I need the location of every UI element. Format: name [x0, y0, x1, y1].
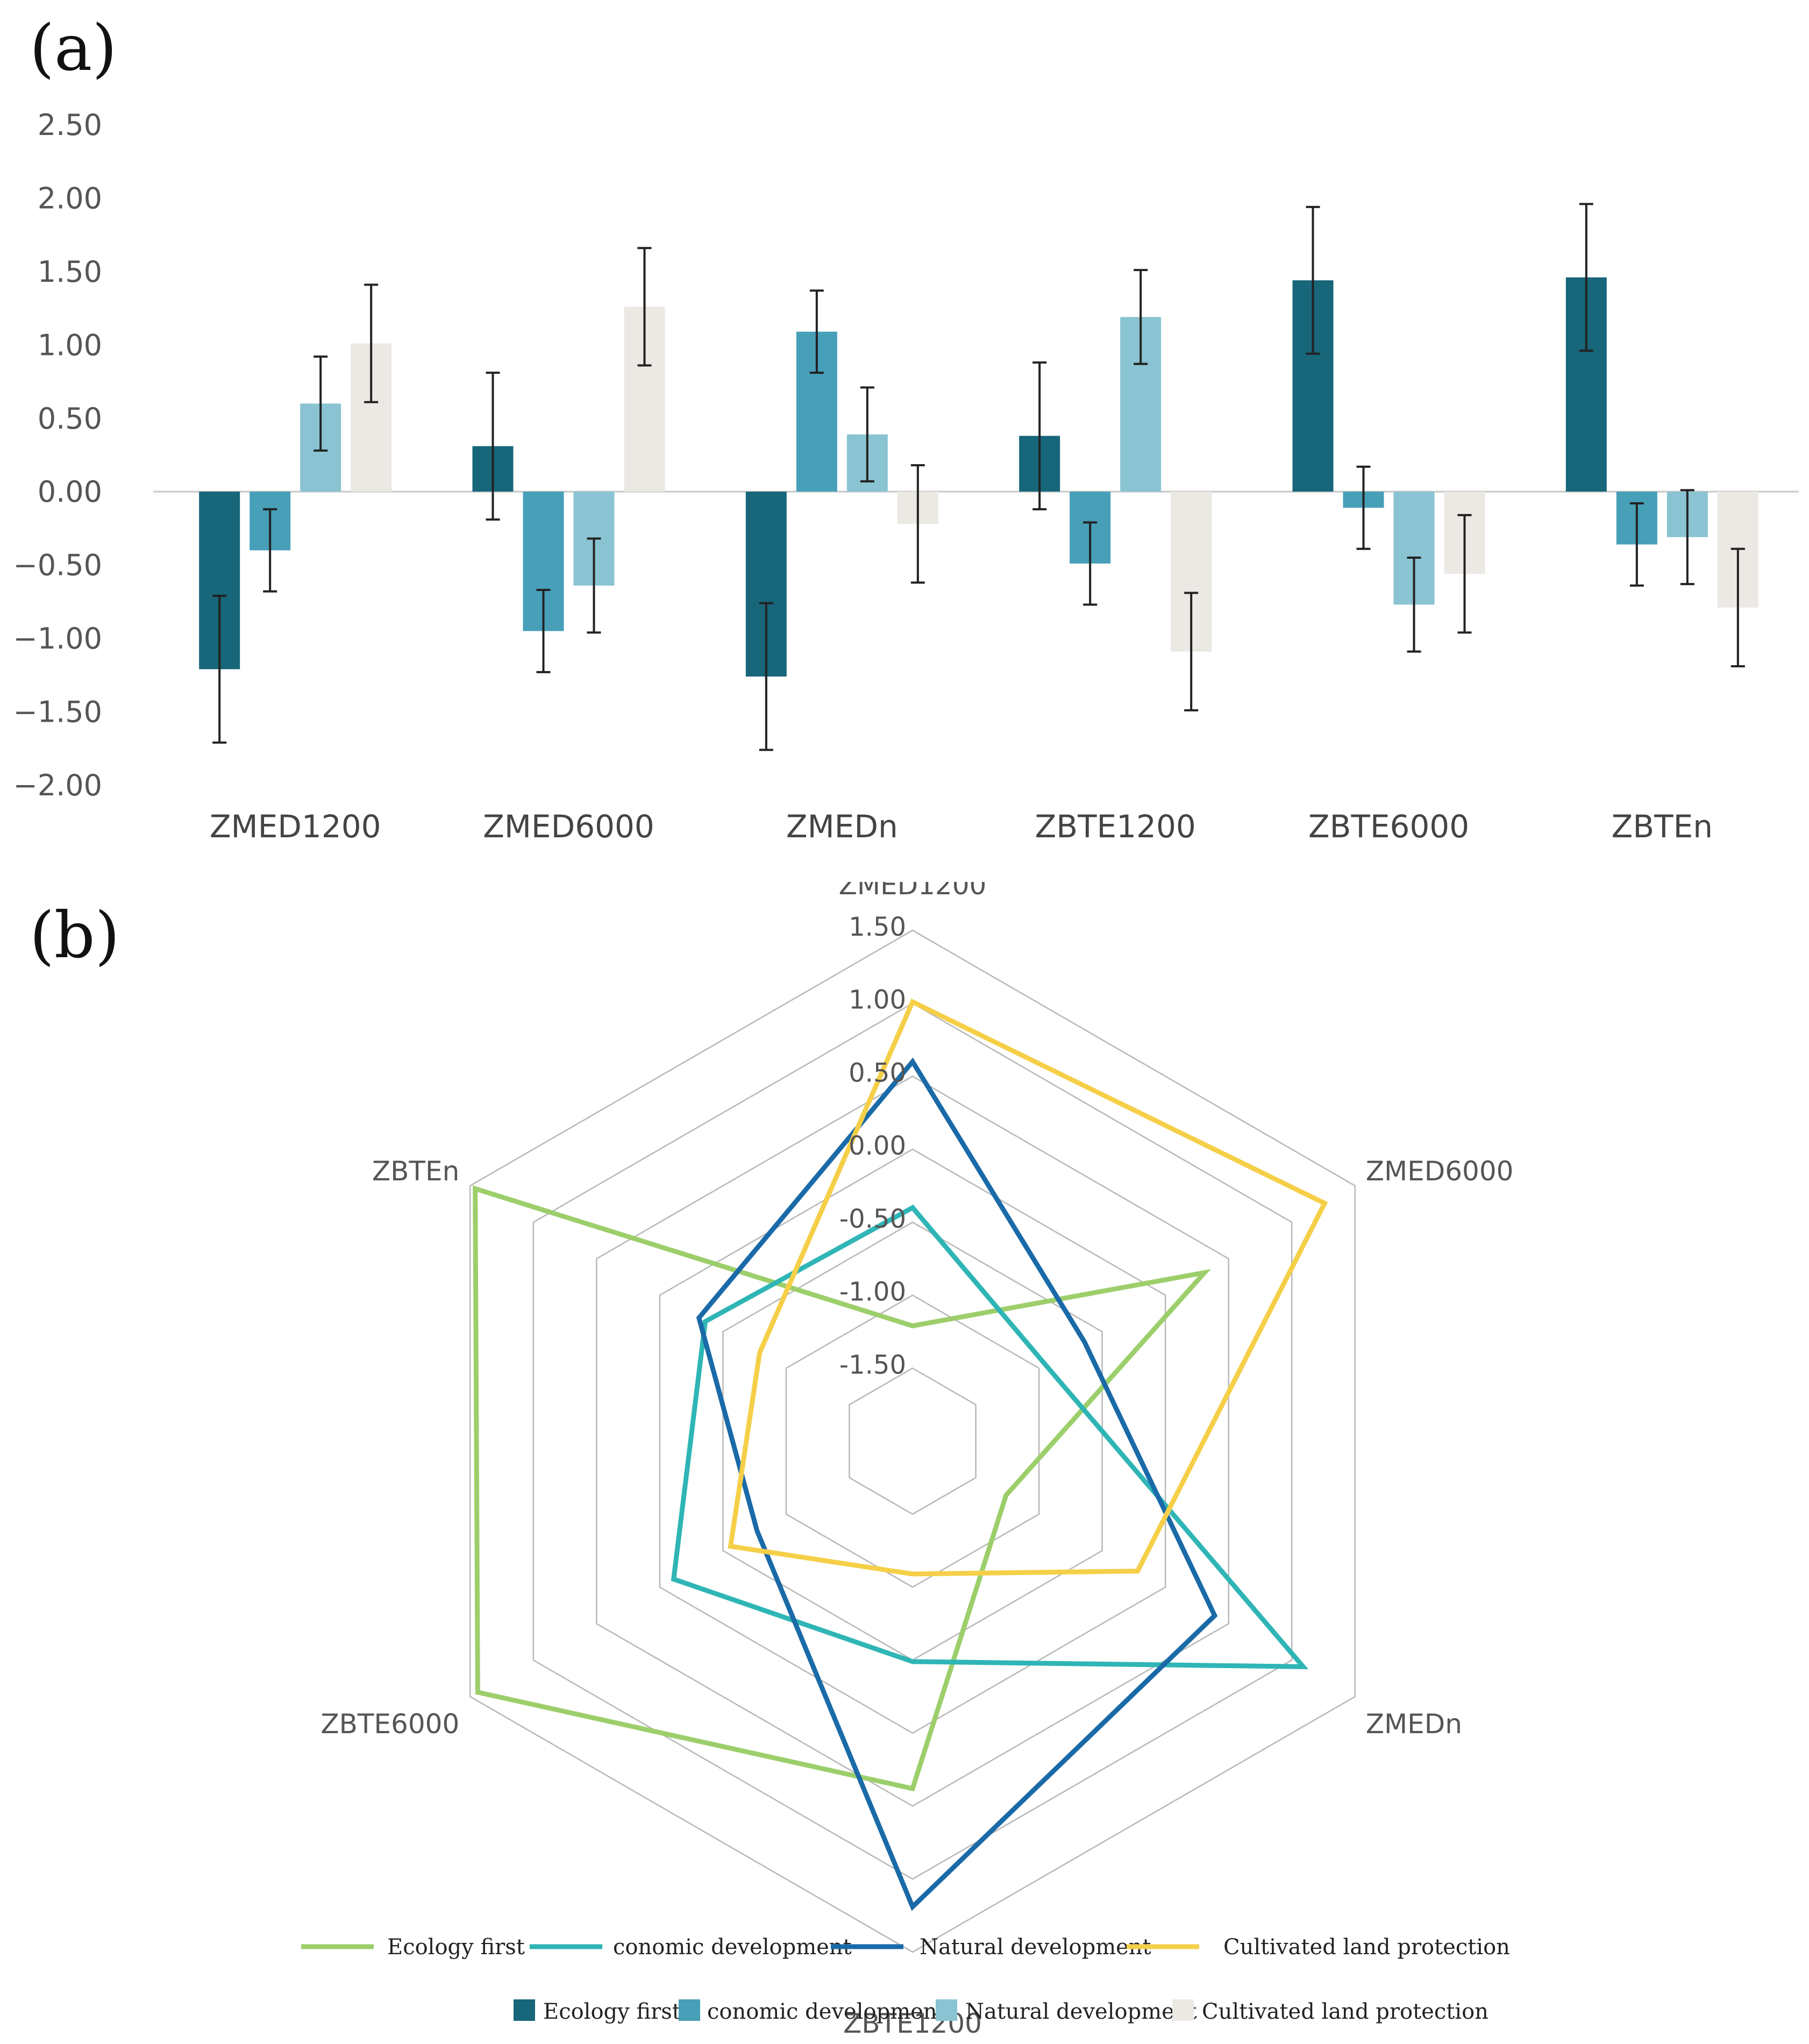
radar-axis-label: ZBTE1200 — [843, 2008, 982, 2039]
radar-axis-label: ZMEDn — [1366, 1708, 1462, 1740]
radar-grid-ring — [785, 1294, 1040, 1588]
radar-ring-label: 1.00 — [849, 985, 906, 1015]
x-category-label: ZBTEn — [1612, 808, 1713, 845]
legend-line-label: Ecology first — [387, 1935, 525, 1960]
x-category-label: ZMED6000 — [483, 808, 654, 845]
bar-chart: 2.50 2.00 1.50 1.00 0.50 0.00 −0.50 −1.00 −1.50 −… — [13, 108, 1799, 845]
y-tick-label: 0.50 — [38, 402, 102, 436]
y-tick-label: −0.50 — [13, 549, 102, 582]
y-tick-label: −2.00 — [13, 768, 102, 802]
legend-line-label: Natural development — [920, 1935, 1151, 1960]
y-tick-label: 2.00 — [38, 181, 102, 215]
radar-chart: 1.50 1.00 0.50 0.00 -0.50 -1.00 -1.50 ZMED1200 Z… — [301, 882, 1514, 2039]
legend-bar-swatch — [514, 1999, 535, 2021]
legend-bar-label: Natural development — [965, 1999, 1197, 2024]
y-tick-label: 0.00 — [38, 475, 102, 509]
radar-ring-label: 0.50 — [849, 1058, 906, 1088]
x-category-label: ZMEDn — [786, 808, 898, 845]
panel-b-label: (b) — [30, 898, 120, 972]
panel-a-label: (a) — [30, 11, 117, 85]
radar-grid-ring — [659, 1148, 1166, 1734]
y-tick-label: 1.50 — [38, 255, 102, 289]
y-tick-label: 1.00 — [38, 328, 102, 362]
radar-grid-ring — [722, 1221, 1103, 1661]
legend-bar-label: conomic development — [707, 1999, 946, 2024]
radar-series-line — [671, 1204, 1309, 1669]
x-category-label: ZMED1200 — [210, 808, 381, 845]
radar-axis-label: ZBTEn — [372, 1156, 459, 1187]
radar-ring-label: 1.50 — [849, 912, 906, 942]
radar-axis-label: ZBTE6000 — [321, 1708, 459, 1740]
radar-axis-label: ZMED6000 — [1366, 1156, 1514, 1187]
legend-bar-swatch — [936, 1999, 957, 2021]
radar-series-line — [728, 998, 1328, 1577]
radar-grid-ring — [849, 1367, 977, 1515]
radar-series-line — [696, 1057, 1218, 1911]
radar-series-line — [473, 1185, 1212, 1792]
x-category-label: ZBTE1200 — [1035, 808, 1196, 845]
legend-bar-label: Ecology first — [543, 1999, 681, 2024]
radar-ring-label: -1.00 — [839, 1277, 906, 1307]
y-tick-label: −1.00 — [13, 622, 102, 656]
y-tick-label: −1.50 — [13, 695, 102, 729]
legend-bar-swatch — [679, 1999, 700, 2021]
legend-bar-swatch — [1172, 1999, 1194, 2021]
radar-grid-ring — [532, 1002, 1293, 1880]
x-category-label: ZBTE6000 — [1308, 808, 1469, 845]
radar-ring-label: -0.50 — [839, 1204, 906, 1234]
radar-ring-label: 0.00 — [849, 1131, 906, 1161]
y-tick-label: 2.50 — [38, 108, 102, 142]
radar-axis-label: ZMED1200 — [839, 882, 987, 901]
legend-line-label: Cultivated land protection — [1223, 1935, 1510, 1960]
radar-grid-ring — [469, 929, 1356, 1953]
legend-bar-label: Cultivated land protection — [1202, 1999, 1488, 2024]
radar-ring-label: -1.50 — [839, 1350, 906, 1380]
legend-line-label: conomic development — [613, 1935, 852, 1960]
radar-grid-ring — [596, 1075, 1229, 1807]
